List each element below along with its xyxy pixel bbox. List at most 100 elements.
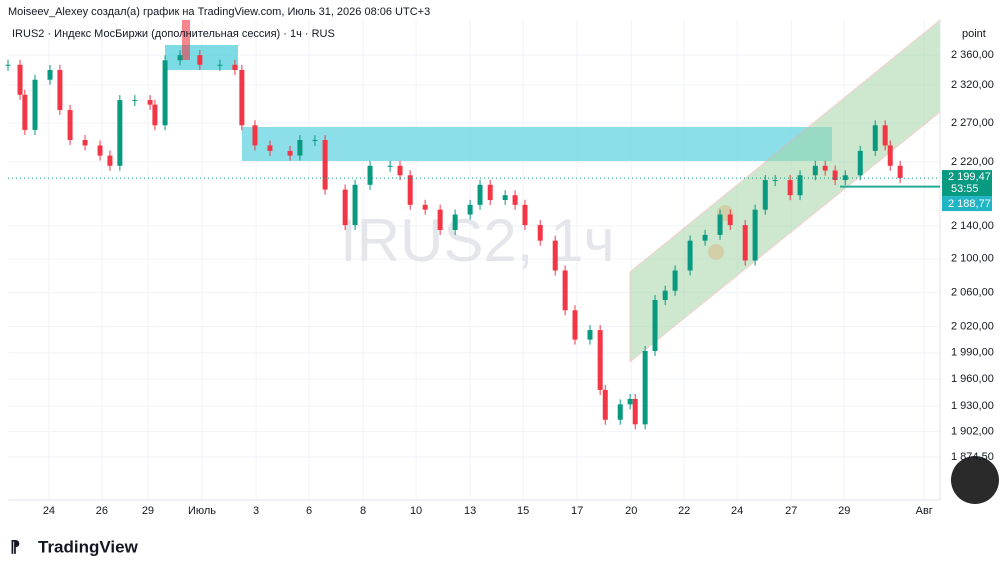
y-tick-label: 1 990,00 [951, 347, 994, 359]
candle [797, 175, 803, 196]
candle [82, 139, 88, 146]
x-tick-label: 6 [306, 505, 312, 517]
y-tick-label: 2 020,00 [951, 321, 994, 333]
candle [602, 389, 608, 420]
marker-circle [708, 244, 724, 260]
candle [812, 165, 818, 176]
candle [842, 175, 848, 181]
candle [522, 204, 528, 226]
candle [387, 165, 393, 167]
x-tick-label: 22 [678, 505, 690, 517]
candle [57, 69, 63, 110]
axis-unit: point [962, 28, 986, 40]
zone-box [182, 20, 190, 60]
candle [287, 150, 293, 156]
candle [857, 150, 863, 176]
y-tick-label: 2 060,00 [951, 286, 994, 298]
candle [107, 155, 113, 166]
candle [872, 125, 878, 151]
candle [437, 209, 443, 230]
candle [22, 94, 28, 130]
candle [232, 64, 238, 70]
candle [727, 214, 733, 226]
candle [67, 109, 73, 140]
price-label-box [942, 170, 992, 197]
watermark: IRUS2, 1ч [340, 207, 615, 274]
x-tick-label: 29 [838, 505, 850, 517]
x-tick-label: 27 [785, 505, 797, 517]
candle [267, 145, 273, 151]
x-tick-label: 10 [410, 505, 422, 517]
candle [177, 55, 183, 61]
author-line: Moiseev_Alexey создал(а) график на Tradi… [8, 6, 430, 18]
candle [17, 64, 23, 95]
candle [537, 225, 543, 241]
candle [117, 100, 123, 166]
candle [47, 69, 53, 80]
avatar[interactable] [951, 456, 999, 504]
candle [897, 165, 903, 179]
candle [217, 64, 223, 66]
candle [502, 195, 508, 201]
candle [407, 175, 413, 205]
candle [587, 330, 593, 340]
x-tick-label: 24 [731, 505, 743, 517]
x-tick-label: 13 [464, 505, 476, 517]
y-tick-label: 2 140,00 [951, 220, 994, 232]
candle [762, 180, 768, 210]
level-label: 2 188,77 [948, 198, 991, 210]
candle [632, 398, 638, 425]
y-tick-label: 1 902,00 [951, 426, 994, 438]
candle [132, 100, 138, 102]
candle [687, 240, 693, 271]
y-tick-label: 2 270,00 [951, 117, 994, 129]
candle [627, 398, 633, 405]
candle [702, 234, 708, 241]
candle [147, 100, 153, 105]
candle [197, 55, 203, 65]
candle [487, 184, 493, 201]
candle [662, 290, 668, 301]
y-tick-label: 1 960,00 [951, 373, 994, 385]
countdown: 53:55 [951, 183, 979, 195]
level-label-box [942, 196, 992, 212]
logo: TradingView [38, 537, 139, 556]
candle [97, 145, 103, 156]
y-tick-label: 1 930,00 [951, 400, 994, 412]
candle [352, 184, 358, 226]
candle [832, 170, 838, 181]
candle [752, 209, 758, 261]
candle [5, 64, 11, 66]
y-tick-label: 2 360,00 [951, 49, 994, 61]
x-tick-label: 20 [625, 505, 637, 517]
x-tick-label: Авг [916, 505, 933, 517]
candle [717, 214, 723, 235]
candle [887, 145, 893, 166]
candle [772, 180, 778, 182]
candle [397, 165, 403, 176]
candle [477, 184, 483, 205]
candle [672, 270, 678, 291]
y-tick-label: 2 100,00 [951, 253, 994, 265]
candle [252, 125, 258, 146]
x-tick-label: 24 [43, 505, 55, 517]
x-tick-label: 8 [360, 505, 366, 517]
logo-mark: ⁋ [10, 539, 20, 556]
x-tick-label: Июль [188, 505, 216, 517]
y-tick-label: 2 220,00 [951, 156, 994, 168]
y-tick-label: 1 874,50 [951, 451, 994, 463]
candle [152, 104, 158, 126]
plot [5, 50, 903, 430]
grid [8, 20, 940, 500]
candle [742, 225, 748, 261]
last-price-label: 2 199,47 [948, 171, 991, 183]
candle [597, 330, 603, 390]
y-tick-label: 2 320,00 [951, 79, 994, 91]
candle [787, 180, 793, 196]
candle [297, 139, 303, 156]
candle [367, 165, 373, 185]
candle [162, 60, 168, 126]
candle [617, 404, 623, 420]
